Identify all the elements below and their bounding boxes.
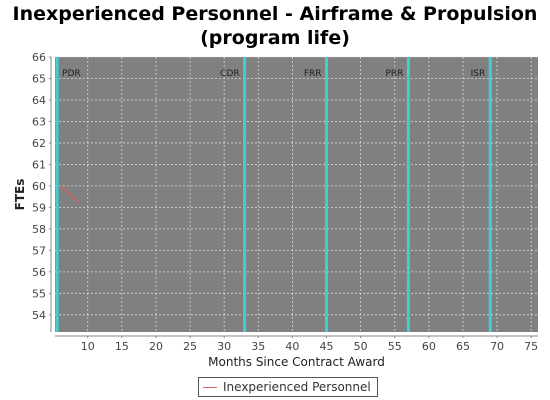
y-tick-label: 62 xyxy=(32,137,46,150)
y-tick-label: 56 xyxy=(32,266,46,279)
x-tick-label: 40 xyxy=(285,340,299,353)
series-line xyxy=(60,185,80,204)
x-tick-label: 50 xyxy=(354,340,368,353)
x-tick-label: 60 xyxy=(422,340,436,353)
series-lines xyxy=(60,185,80,204)
milestone-label: FRR xyxy=(304,69,322,79)
x-tick-label: 65 xyxy=(456,340,470,353)
x-tick-label: 70 xyxy=(490,340,504,353)
milestone-label: ISR xyxy=(471,69,486,79)
x-tick-label: 30 xyxy=(217,340,231,353)
y-tick-label: 60 xyxy=(32,180,46,193)
x-tick-label: 10 xyxy=(81,340,95,353)
x-tick-label: 75 xyxy=(524,340,538,353)
y-tick-label: 58 xyxy=(32,223,46,236)
y-tick-label: 66 xyxy=(32,51,46,64)
chart-title-line-2: (program life) xyxy=(200,27,350,49)
axes: 54 55 56 57 58 59 60 61 62 63 64 65 66 10 15 20 25 30 35 40… xyxy=(32,51,538,353)
y-tick-label: 65 xyxy=(32,72,46,85)
x-tick-label: 15 xyxy=(115,340,129,353)
y-tick-label: 59 xyxy=(32,201,46,214)
x-tick-label: 35 xyxy=(251,340,265,353)
y-axis-label: FTEs xyxy=(13,179,27,211)
milestone-label: CDR xyxy=(220,69,239,79)
milestone-label: PRR xyxy=(385,69,403,79)
chart-title: Inexperienced Personnel - Airframe & Pro… xyxy=(0,2,550,50)
x-axis-label: Months Since Contract Award xyxy=(208,355,385,369)
y-tick-label: 64 xyxy=(32,94,46,107)
x-tick-label: 45 xyxy=(320,340,334,353)
y-tick-label: 54 xyxy=(32,309,46,322)
y-tick-label: 55 xyxy=(32,287,46,300)
legend: Inexperienced Personnel xyxy=(198,377,378,397)
chart-title-line-1: Inexperienced Personnel - Airframe & Pro… xyxy=(12,3,538,25)
x-tick-label: 55 xyxy=(388,340,402,353)
milestone-lines: PDR CDR FRR PRR ISR xyxy=(55,57,492,332)
y-tick-label: 63 xyxy=(32,115,46,128)
x-tick-label: 20 xyxy=(149,340,163,353)
milestone-label: PDR xyxy=(62,69,81,79)
legend-swatch xyxy=(203,386,217,388)
plot-area xyxy=(55,57,538,332)
x-tick-label: 25 xyxy=(183,340,197,353)
y-tick-label: 57 xyxy=(32,244,46,257)
y-tick-label: 61 xyxy=(32,158,46,171)
legend-label: Inexperienced Personnel xyxy=(223,380,371,394)
